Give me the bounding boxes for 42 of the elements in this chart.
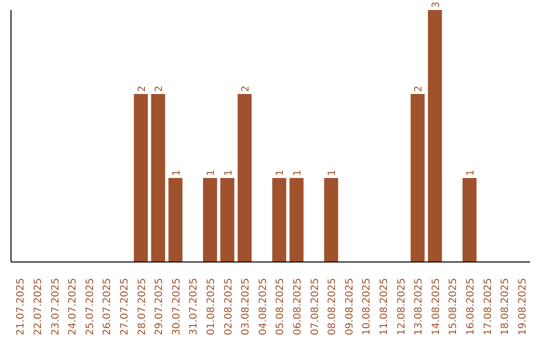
x-tick-label: 10.08.2025 <box>362 278 373 336</box>
x-tick-label: 04.08.2025 <box>258 278 269 336</box>
x-tick-label: 08.08.2025 <box>327 278 338 336</box>
x-tick-label: 14.08.2025 <box>430 278 442 336</box>
x-tick-label: 25.07.2025 <box>84 278 96 336</box>
x-tick-label: 15.08.2025 <box>448 278 460 336</box>
x-tick-label: 29.07.2025 <box>154 278 166 336</box>
x-tick-label: 12.08.2025 <box>396 278 408 336</box>
data-label: 1 <box>171 170 182 176</box>
x-tick-label: 22.07.2025 <box>32 278 44 336</box>
data-label: 3 <box>430 2 442 8</box>
data-label: 1 <box>223 170 234 176</box>
data-label: 2 <box>136 86 148 92</box>
data-label: 1 <box>275 170 286 176</box>
x-tick-label: 31.07.2025 <box>188 278 200 336</box>
x-tick-label: 27.07.2025 <box>119 278 130 336</box>
x-tick-label: 30.07.2025 <box>171 278 182 336</box>
x-tick-label: 05.08.2025 <box>275 278 286 336</box>
x-tick-label: 18.08.2025 <box>500 278 512 336</box>
data-label: 1 <box>466 170 477 176</box>
data-label: 2 <box>154 86 166 92</box>
x-tick-label: 02.08.2025 <box>223 278 234 336</box>
x-tick-label: 24.07.2025 <box>68 278 79 336</box>
x-tick-label: 28.07.2025 <box>136 278 148 336</box>
x-tick-label: 26.07.2025 <box>102 278 114 336</box>
x-tick-label: 03.08.2025 <box>240 278 252 336</box>
x-tick-label: 21.07.2025 <box>16 278 27 336</box>
data-label: 1 <box>292 170 304 176</box>
data-label: 1 <box>327 170 338 176</box>
x-tick-label: 13.08.2025 <box>414 278 425 336</box>
data-label: 2 <box>414 86 425 92</box>
x-tick-label: 06.08.2025 <box>292 278 304 336</box>
x-tick-label: 11.08.2025 <box>378 278 390 336</box>
data-label: 2 <box>240 86 252 92</box>
x-tick-label: 01.08.2025 <box>206 278 217 336</box>
x-tick-label: 16.08.2025 <box>465 278 476 336</box>
x-tick-label: 17.08.2025 <box>482 278 494 336</box>
x-tick-label: 23.07.2025 <box>50 278 62 336</box>
x-tick-label: 19.08.2025 <box>517 278 528 336</box>
x-tick-label: 07.08.2025 <box>310 278 321 336</box>
x-tick-label: 09.08.2025 <box>344 278 356 336</box>
data-label: 1 <box>206 170 218 176</box>
